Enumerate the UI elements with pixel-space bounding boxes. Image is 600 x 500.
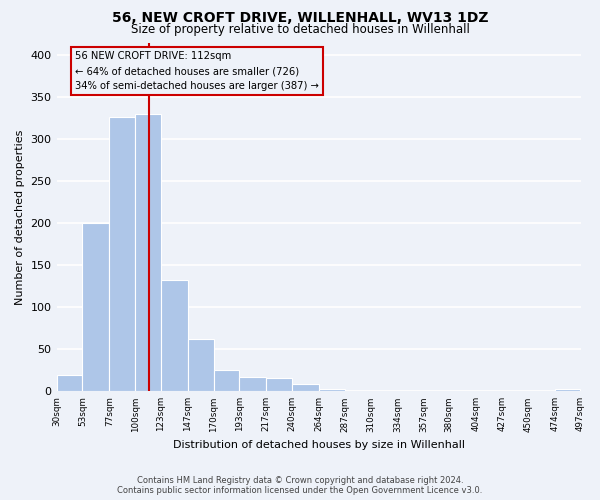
Bar	[554, 389, 580, 392]
Y-axis label: Number of detached properties: Number of detached properties	[15, 129, 25, 304]
Text: Contains HM Land Registry data © Crown copyright and database right 2024.
Contai: Contains HM Land Registry data © Crown c…	[118, 476, 482, 495]
Bar	[135, 114, 161, 392]
Bar	[82, 223, 109, 392]
Text: 56, NEW CROFT DRIVE, WILLENHALL, WV13 1DZ: 56, NEW CROFT DRIVE, WILLENHALL, WV13 1D…	[112, 11, 488, 25]
Text: 56 NEW CROFT DRIVE: 112sqm
← 64% of detached houses are smaller (726)
34% of sem: 56 NEW CROFT DRIVE: 112sqm ← 64% of deta…	[75, 51, 319, 91]
Bar	[109, 118, 135, 392]
Bar	[319, 389, 345, 392]
Bar	[188, 339, 214, 392]
Text: Size of property relative to detached houses in Willenhall: Size of property relative to detached ho…	[131, 22, 469, 36]
Bar	[266, 378, 292, 392]
Bar	[292, 384, 319, 392]
Bar	[161, 280, 188, 392]
Bar	[56, 376, 82, 392]
X-axis label: Distribution of detached houses by size in Willenhall: Distribution of detached houses by size …	[173, 440, 464, 450]
Bar	[239, 377, 266, 392]
Bar	[214, 370, 239, 392]
